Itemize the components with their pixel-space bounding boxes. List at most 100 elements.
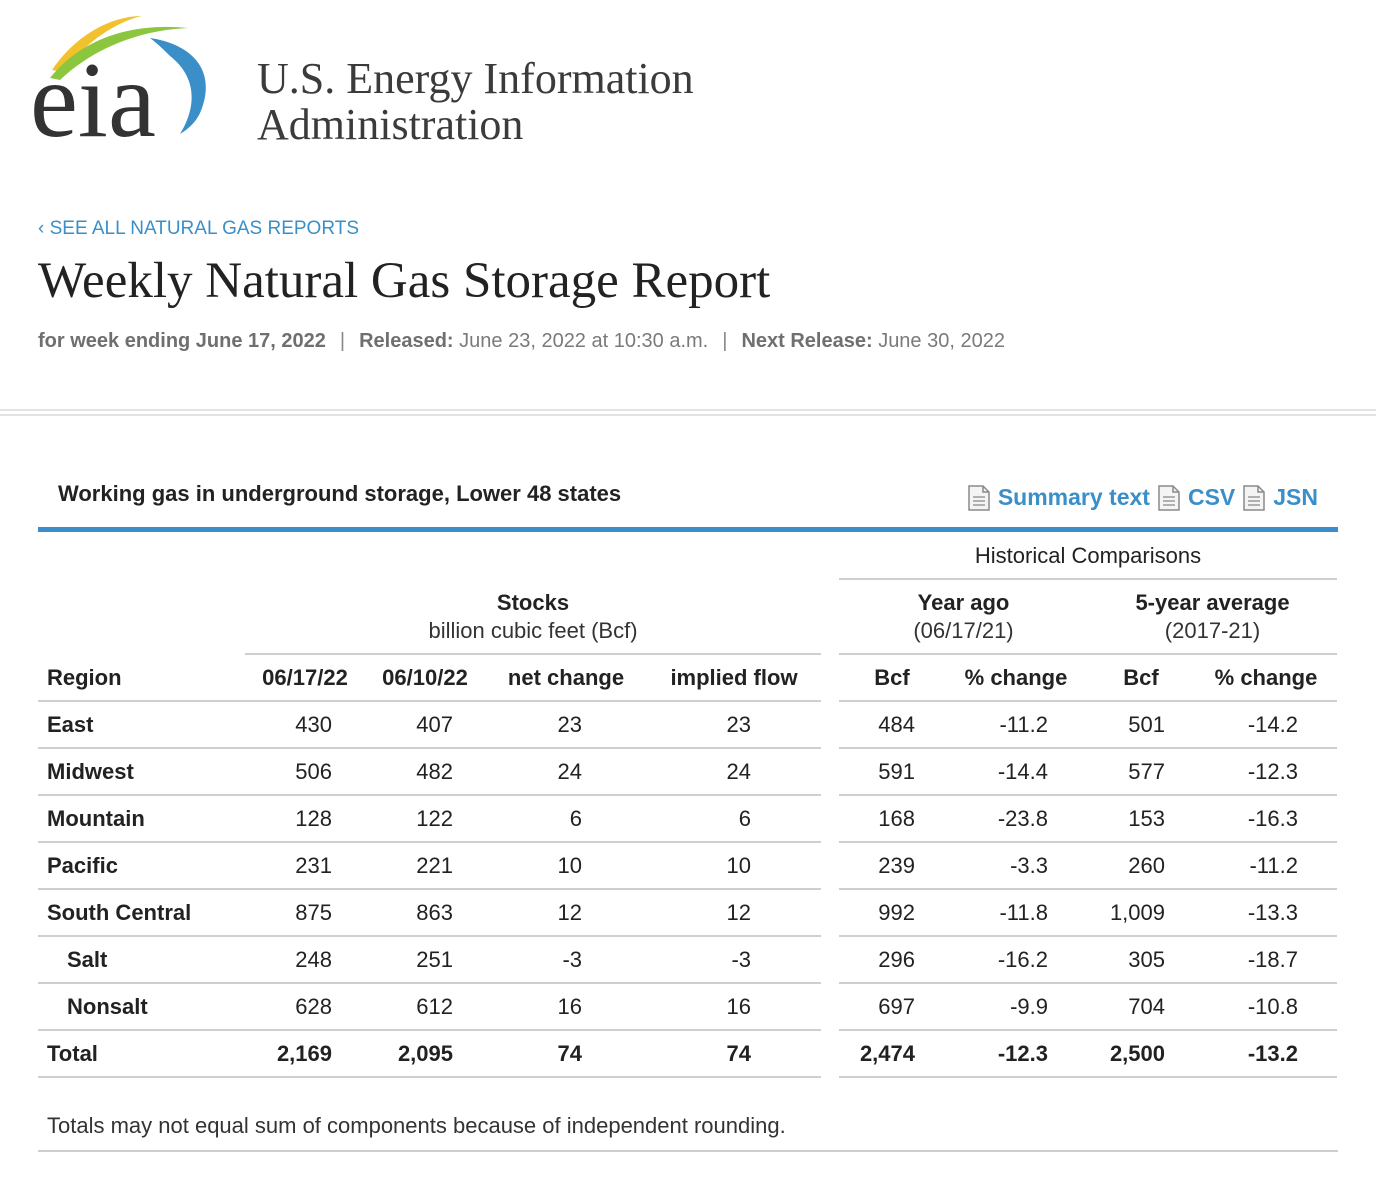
table-cell: 10: [726, 853, 751, 878]
table-title: Working gas in underground storage, Lowe…: [58, 481, 622, 506]
table-cell: 430: [295, 712, 332, 737]
table-cell: 239: [878, 853, 915, 878]
table-cell: 153: [1128, 806, 1165, 831]
table-cell: 168: [878, 806, 915, 831]
document-icon: [1158, 484, 1180, 511]
row-rule: [839, 935, 1337, 937]
table-cell: -3.3: [1010, 853, 1048, 878]
historical-comparisons-header: Historical Comparisons: [974, 543, 1202, 568]
week-ending: for week ending June 17, 2022: [38, 330, 326, 352]
document-icon: [968, 484, 990, 511]
table-cell: -16.3: [1247, 806, 1298, 831]
row-rule: [38, 1076, 821, 1078]
table-cell: 260: [1128, 853, 1165, 878]
table-cell: 128: [295, 806, 332, 831]
table-cell: 23: [557, 712, 582, 737]
agency-name-line1: U.S. Energy Information: [257, 54, 694, 103]
table-cell: 612: [416, 994, 453, 1019]
table-cell: 2,500: [1109, 1041, 1165, 1066]
table-cell: 628: [295, 994, 332, 1019]
table-cell: 697: [878, 994, 915, 1019]
table-cell: -12.3: [997, 1041, 1048, 1066]
table-cell: 1,009: [1109, 900, 1165, 925]
row-rule: [839, 700, 1337, 702]
region-name: South Central: [47, 900, 192, 925]
region-name: Pacific: [47, 853, 118, 878]
section-divider: [0, 409, 1376, 416]
row-rule: [38, 935, 821, 937]
csv-link[interactable]: CSV: [1158, 484, 1235, 511]
row-rule: [38, 982, 821, 984]
table-top-rule: [38, 527, 1338, 532]
separator: |: [722, 330, 728, 352]
five-year-range: (2017-21): [1164, 618, 1261, 643]
table-cell: 12: [726, 900, 751, 925]
column-header-five-year-bcf: Bcf: [1123, 665, 1159, 690]
table-cell: 992: [878, 900, 915, 925]
table-cell: -11.2: [999, 712, 1048, 737]
table-cell: 74: [726, 1041, 751, 1066]
column-header-prior-week: 06/10/22: [382, 665, 468, 690]
table-cell: 407: [416, 712, 453, 737]
row-rule: [38, 1029, 821, 1031]
see-all-reports-link[interactable]: ‹ SEE ALL NATURAL GAS REPORTS: [38, 218, 359, 239]
table-cell: -3: [562, 947, 582, 972]
header-rule: [245, 653, 821, 655]
table-cell: 484: [878, 712, 915, 737]
row-rule: [38, 888, 821, 890]
summary-text-label: Summary text: [997, 484, 1150, 510]
header-rule: [839, 578, 1337, 580]
table-cell: 482: [416, 759, 453, 784]
footer-rule: [38, 1150, 1338, 1152]
table-footnote: Totals may not equal sum of components b…: [47, 1113, 786, 1138]
header-rule: [839, 653, 1337, 655]
table-cell: -11.2: [1249, 853, 1298, 878]
table-cell: 875: [295, 900, 332, 925]
table-cell: 16: [557, 994, 582, 1019]
column-header-year-ago-bcf: Bcf: [874, 665, 910, 690]
table-cell: 16: [726, 994, 751, 1019]
table-cell: 863: [416, 900, 453, 925]
row-rule: [839, 1076, 1337, 1078]
table-cell: 591: [878, 759, 915, 784]
logo-wordmark: eia: [30, 41, 156, 143]
stocks-header: Stocks: [496, 590, 570, 615]
row-rule: [839, 982, 1337, 984]
table-cell: -13.3: [1247, 900, 1298, 925]
row-rule: [839, 888, 1337, 890]
document-icon: [1243, 484, 1265, 511]
table-cell: -3: [731, 947, 751, 972]
table-cell: 296: [878, 947, 915, 972]
json-link[interactable]: JSN: [1243, 484, 1318, 511]
table-cell: 12: [557, 900, 582, 925]
table-cell: 6: [738, 806, 751, 831]
released-label: Released:: [359, 330, 454, 352]
year-ago-date: (06/17/21): [913, 618, 1014, 643]
page-title: Weekly Natural Gas Storage Report: [38, 253, 771, 309]
eia-logo[interactable]: eia: [30, 8, 220, 143]
column-header-implied-flow: implied flow: [670, 665, 798, 690]
column-header-five-year-pct: % change: [1214, 665, 1318, 690]
row-rule: [38, 747, 821, 749]
released-value: June 23, 2022 at 10:30 a.m.: [459, 330, 709, 352]
region-name: Mountain: [47, 806, 145, 831]
logo-green-swoosh: [50, 26, 188, 80]
next-release-value: June 30, 2022: [878, 330, 1005, 352]
json-label: JSN: [1273, 484, 1318, 510]
table-cell: 74: [557, 1041, 582, 1066]
column-header-net-change: net change: [507, 665, 625, 690]
table-cell: -23.8: [997, 806, 1048, 831]
csv-label: CSV: [1187, 484, 1236, 510]
row-rule: [38, 794, 821, 796]
table-cell: 248: [295, 947, 332, 972]
table-cell: 221: [416, 853, 453, 878]
separator: |: [339, 330, 346, 352]
table-cell: -10.8: [1247, 994, 1298, 1019]
summary-text-link[interactable]: Summary text: [968, 484, 1150, 511]
table-cell: 122: [416, 806, 453, 831]
column-header-current-week: 06/17/22: [262, 665, 348, 690]
table-cell: -16.2: [997, 947, 1048, 972]
row-rule: [38, 700, 821, 702]
region-name: Nonsalt: [67, 994, 148, 1019]
table-cell: -13.2: [1247, 1041, 1298, 1066]
